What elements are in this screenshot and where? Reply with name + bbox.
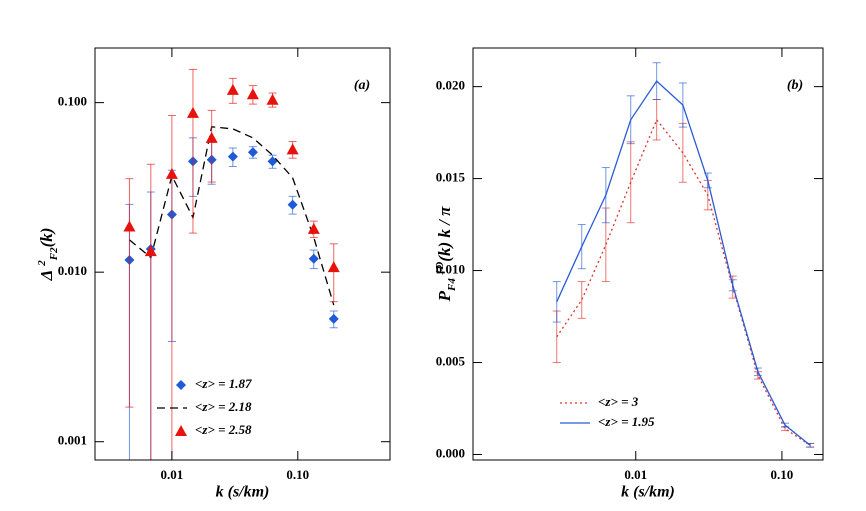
diamond-marker — [247, 147, 258, 158]
error-bar — [652, 99, 661, 141]
y-tick-label: 0.010 — [436, 262, 465, 277]
diamond-marker — [267, 156, 278, 167]
error-bar — [329, 243, 338, 303]
legend-label: <z> = 2.58 — [195, 422, 252, 437]
y-label-part: 1D — [434, 262, 446, 276]
legend-label: <z> = 1.87 — [195, 376, 252, 391]
plot-area — [552, 62, 815, 448]
error-bar — [146, 163, 155, 460]
error-bar — [753, 367, 762, 376]
diamond-marker — [308, 253, 319, 264]
error-bar — [601, 167, 610, 224]
diamond-marker — [176, 380, 186, 390]
diamond-marker — [227, 151, 238, 162]
triangle-marker — [123, 220, 136, 232]
triangle-marker — [327, 261, 340, 273]
x-axis-label: k (s/km) — [621, 484, 675, 501]
y-label-part: F4 — [446, 278, 458, 292]
x-tick-label: 0.01 — [161, 467, 184, 482]
triangle-marker — [186, 106, 199, 118]
triangle-marker — [165, 167, 178, 179]
triangle-marker — [246, 88, 259, 100]
series-line — [556, 80, 811, 446]
y-tick-label: 0.001 — [58, 433, 87, 448]
error-bar — [806, 442, 815, 448]
y-tick-label: 0.015 — [436, 170, 466, 185]
y-tick-label: 0.005 — [436, 354, 466, 369]
diamond-marker — [287, 199, 298, 210]
error-bar — [188, 68, 197, 234]
y-tick-label: 0.020 — [436, 78, 465, 93]
y-label-part: (k) k / π — [435, 206, 454, 262]
x-tick-label: 0.10 — [771, 467, 794, 482]
error-bar — [552, 281, 561, 323]
y-label-part: P — [435, 290, 454, 302]
legend-label: <z> = 3 — [598, 394, 639, 409]
y-tick-label: 0.010 — [58, 263, 87, 278]
error-bar — [577, 224, 586, 270]
x-axis-label: k (s/km) — [216, 484, 270, 501]
error-bar — [678, 122, 687, 183]
axes-frame — [94, 47, 391, 461]
x-tick-label: 0.01 — [624, 467, 647, 482]
triangle-marker — [307, 222, 320, 234]
panel-annotation: (b) — [787, 78, 803, 93]
y-label-part: (k) — [37, 228, 56, 248]
y-label-part: F2 — [48, 247, 60, 261]
error-bar — [626, 141, 635, 224]
triangle-marker — [226, 83, 239, 95]
error-bar — [125, 178, 134, 408]
error-bar — [207, 109, 216, 183]
y-axis-label: PF41D(k) k / π — [434, 206, 458, 302]
diamond-marker — [328, 313, 339, 324]
series-line — [129, 126, 335, 306]
y-tick-label: 0.000 — [436, 445, 465, 460]
legend-label: <z> = 2.18 — [195, 399, 252, 414]
axes-frame — [472, 47, 824, 461]
error-bar — [728, 279, 737, 292]
x-tick-label: 0.10 — [286, 467, 309, 482]
triangle-marker — [286, 143, 299, 155]
triangle-marker — [266, 93, 279, 105]
y-axis-label: Δ 2F2(k) — [36, 228, 60, 282]
panel-annotation: (a) — [354, 78, 370, 93]
y-tick-label: 0.100 — [58, 94, 87, 109]
y-label-part: 2 — [36, 260, 48, 267]
error-bar — [781, 422, 790, 428]
error-bar — [652, 62, 661, 100]
series-line — [556, 118, 811, 446]
triangle-marker — [144, 245, 157, 257]
y-label-part: Δ — [37, 270, 56, 282]
plot-area — [123, 68, 340, 460]
error-bar — [678, 82, 687, 128]
legend-label: <z> = 1.95 — [598, 414, 655, 429]
triangle-marker — [205, 131, 218, 143]
error-bar — [626, 95, 635, 145]
error-bar — [703, 172, 712, 189]
triangle-marker — [175, 425, 187, 436]
error-bar — [577, 281, 586, 319]
